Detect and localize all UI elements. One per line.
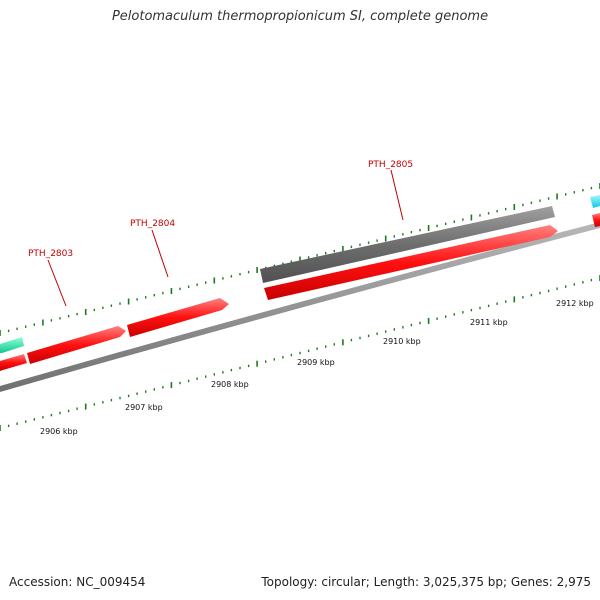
leader-line-pth-2803 [47,259,67,307]
gene-right-edge [592,213,600,227]
genome-backbone [0,222,600,392]
ruler-label-2911: 2911 kbp [470,318,508,327]
gene-label-pth-2804: PTH_2804 [130,219,175,229]
gene-pth-2804 [127,298,229,337]
gene-label-pth-2803: PTH_2803 [28,249,73,259]
gene-pth-2803 [27,326,126,364]
ruler-label-2907: 2907 kbp [125,403,163,412]
map-title: Pelotomaculum thermopropionicum SI, comp… [111,9,489,24]
ruler-tick-track [0,275,600,431]
gene-pseudo-gray [260,206,555,283]
leader-line-pth-2804 [151,229,169,278]
ruler-label-2908: 2908 kbp [211,380,249,389]
ruler-label-2906: 2906 kbp [40,427,78,436]
gene-teal [0,337,24,353]
genome-summary-text: Topology: circular; Length: 3,025,375 bp… [261,575,591,589]
gene-left-edge [0,354,27,371]
gene-track [0,195,600,371]
accession-text: Accession: NC_009454 [9,575,146,589]
gene-pth-2805 [264,225,558,300]
leader-line-pth-2805 [390,169,404,221]
ruler-label-2909: 2909 kbp [297,358,335,367]
upper-tick-track [0,183,600,336]
ruler-label-2912: 2912 kbp [556,299,594,308]
gene-cyan [590,195,600,208]
gene-label-pth-2805: PTH_2805 [368,160,413,170]
ruler-label-2910: 2910 kbp [383,337,421,346]
